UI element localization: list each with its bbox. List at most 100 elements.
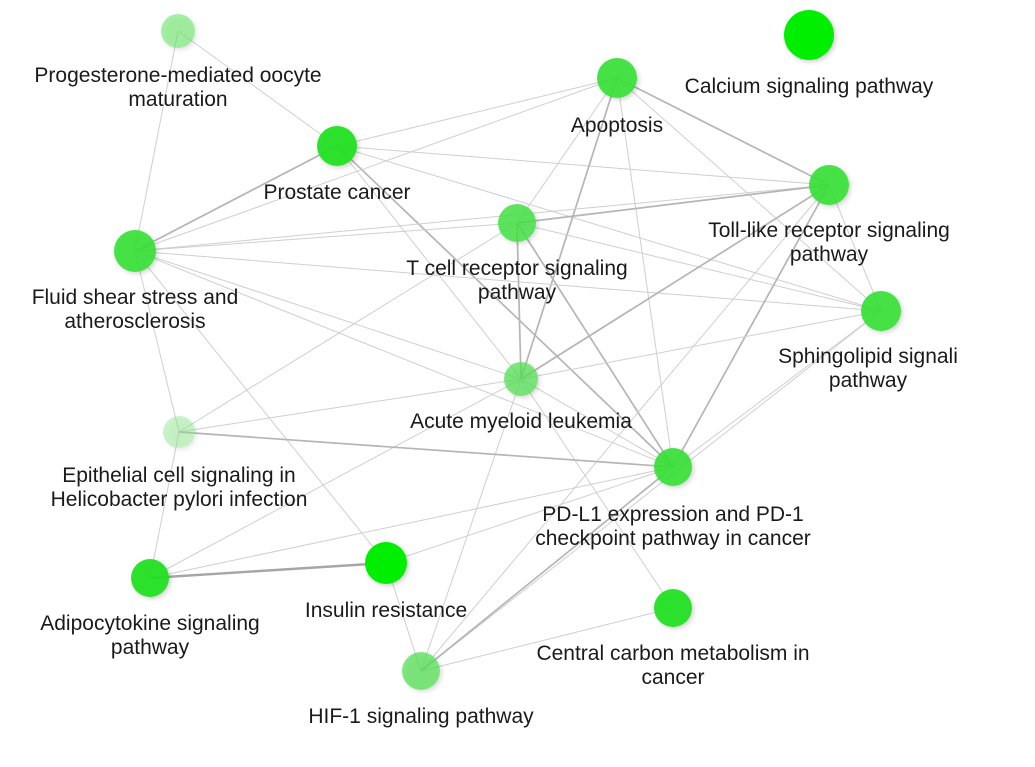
edge-prostate-fluid (134, 145, 338, 252)
label-line-central-0: Central carbon metabolism in (536, 642, 809, 665)
node-hif1[interactable] (402, 652, 440, 690)
label-line-progesterone-0: Progesterone-mediated oocyte (34, 64, 321, 87)
label-line-progesterone-1: maturation (128, 88, 227, 111)
label-line-hif1-0: HIF-1 signaling pathway (308, 705, 534, 728)
label-line-fluid-1: atherosclerosis (64, 310, 205, 333)
label-insulin: Insulin resistance (305, 599, 467, 622)
edge-aml-adipo (149, 378, 522, 579)
edge-adipo-pdl1 (149, 466, 674, 579)
edge-toll-sphingo (828, 184, 882, 312)
node-apoptosis[interactable] (597, 58, 637, 98)
edge-fluid-insulin (134, 250, 387, 564)
edge-tcell-epithelial (178, 222, 518, 433)
node-layer (114, 10, 901, 690)
node-tcell[interactable] (498, 204, 536, 242)
label-calcium: Calcium signaling pathway (685, 75, 934, 98)
node-toll[interactable] (809, 165, 849, 205)
edge-tcell-pdl1 (516, 222, 674, 468)
edge-apoptosis-aml (520, 77, 618, 380)
edge-apoptosis-fluid (134, 77, 618, 252)
label-hif1: HIF-1 signaling pathway (308, 705, 534, 728)
edge-toll-hif1 (420, 184, 830, 672)
node-aml[interactable] (504, 362, 538, 396)
edge-aml-pdl1 (520, 378, 674, 468)
edge-prostate-apoptosis (336, 77, 618, 147)
edge-insulin-pdl1 (385, 466, 674, 564)
label-prostate: Prostate cancer (263, 181, 410, 204)
edge-fluid-aml (134, 250, 522, 380)
label-sphingo: Sphingolipid signali pathway (778, 345, 958, 392)
edge-adipo-insulin (149, 561, 387, 580)
edge-toll-aml (520, 184, 830, 380)
label-apoptosis: Apoptosis (571, 114, 663, 137)
node-pdl1[interactable] (654, 448, 692, 486)
edge-progesterone-fluid (134, 30, 179, 252)
node-progesterone[interactable] (161, 14, 195, 48)
label-aml: Acute myeloid leukemia (410, 410, 632, 433)
edge-epithelial-adipo (149, 431, 180, 579)
label-line-adipo-0: Adipocytokine signaling (40, 612, 259, 635)
edge-fluid-epithelial (134, 250, 180, 433)
edge-sphingo-aml (520, 310, 882, 380)
label-line-toll-1: pathway (790, 243, 869, 266)
label-epithelial: Epithelial cell signaling in Helicobacter… (51, 464, 308, 511)
edge-hif1-pdl1 (420, 466, 674, 672)
edge-apoptosis-toll (616, 77, 830, 186)
label-toll: Toll-like receptor signaling pathway (708, 219, 950, 266)
node-insulin[interactable] (365, 542, 407, 584)
label-line-tcell-0: T cell receptor signaling (406, 257, 627, 280)
edge-fluid-toll (134, 184, 830, 252)
edge-toll-pdl1 (672, 184, 830, 468)
edge-epithelial-pdl1 (178, 431, 674, 468)
edge-aml-central (520, 378, 674, 609)
label-line-tcell-1: pathway (478, 281, 557, 304)
label-line-insulin-0: Insulin resistance (305, 599, 467, 622)
node-fluid[interactable] (114, 230, 156, 272)
label-line-epithelial-1: Helicobacter pylori infection (51, 488, 308, 511)
label-line-fluid-0: Fluid shear stress and (32, 286, 239, 309)
edge-sphingo-hif1 (420, 310, 882, 672)
edge-aml-hif1 (420, 378, 522, 672)
node-central[interactable] (654, 589, 692, 627)
label-progesterone: Progesterone-mediated oocyte maturation (34, 64, 321, 111)
edge-prostate-sphingo (336, 145, 882, 312)
edge-prostate-toll (336, 145, 830, 186)
label-pdl1: PD-L1 expression and PD-1 checkpoint path… (535, 503, 811, 550)
node-epithelial[interactable] (163, 416, 195, 448)
label-line-pdl1-0: PD-L1 expression and PD-1 (542, 503, 803, 526)
edge-layer (134, 30, 882, 672)
label-line-apoptosis-0: Apoptosis (571, 114, 663, 137)
edge-progesterone-prostate (177, 30, 338, 147)
edge-hif1-central (420, 607, 674, 672)
edge-prostate-pdl1 (336, 145, 674, 468)
label-line-toll-0: Toll-like receptor signaling (708, 219, 950, 242)
edge-sphingo-pdl1 (672, 310, 882, 468)
edge-fluid-sphingo (134, 250, 882, 312)
edge-tcell-aml (516, 222, 522, 380)
label-line-aml-0: Acute myeloid leukemia (410, 410, 632, 433)
label-line-epithelial-0: Epithelial cell signaling in (62, 464, 295, 487)
label-fluid: Fluid shear stress and atherosclerosis (32, 286, 239, 333)
label-line-sphingo-1: pathway (829, 369, 908, 392)
node-sphingo[interactable] (861, 291, 901, 331)
label-line-calcium-0: Calcium signaling pathway (685, 75, 934, 98)
edge-prostate-aml (336, 145, 522, 380)
label-line-adipo-1: pathway (111, 636, 190, 659)
label-line-sphingo-0: Sphingolipid signali (778, 345, 958, 368)
label-line-pdl1-1: checkpoint pathway in cancer (535, 527, 811, 550)
edge-apoptosis-pdl1 (616, 77, 674, 468)
label-central: Central carbon metabolism in cancer (536, 642, 809, 689)
label-tcell: T cell receptor signaling pathway (406, 257, 627, 304)
edge-fluid-tcell (134, 222, 518, 252)
edge-tcell-toll (516, 184, 830, 224)
node-prostate[interactable] (317, 126, 357, 166)
edge-fluid-pdl1 (134, 250, 674, 468)
label-adipo: Adipocytokine signaling pathway (40, 612, 259, 659)
edge-aml-epithelial (178, 378, 522, 433)
node-adipo[interactable] (131, 559, 169, 597)
label-layer: Progesterone-mediated oocyte maturation Ca… (32, 64, 958, 728)
edge-apoptosis-tcell (516, 77, 618, 224)
label-line-prostate-0: Prostate cancer (263, 181, 410, 204)
node-calcium[interactable] (784, 10, 834, 60)
